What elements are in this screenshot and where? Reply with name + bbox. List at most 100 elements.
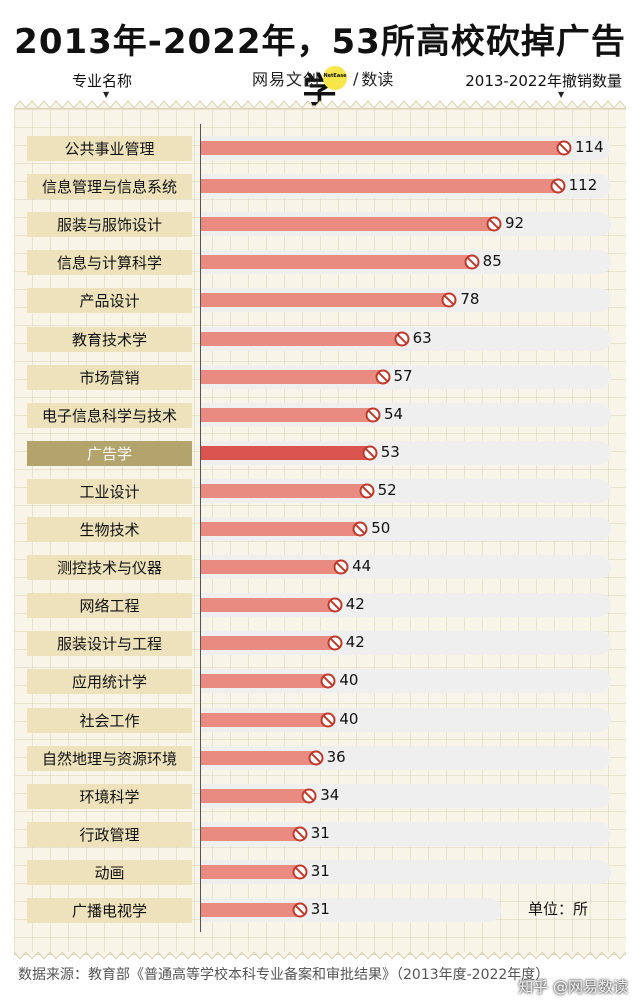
value-label: 92 <box>504 214 525 233</box>
bar-row: 公共事业管理 114 <box>0 127 640 165</box>
bar <box>201 369 383 384</box>
value-label: 57 <box>393 366 413 385</box>
no-entry-icon <box>327 635 343 651</box>
bar <box>201 636 335 651</box>
bar <box>201 255 472 270</box>
value-label: 53 <box>380 442 400 461</box>
value-label: 34 <box>320 785 340 804</box>
no-entry-icon <box>486 216 502 232</box>
left-header-arrow-icon: ▼ <box>103 90 110 99</box>
bar-row: 社会工作 40 <box>0 699 640 737</box>
no-entry-icon <box>292 826 308 842</box>
bar-row: 服装与服饰设计 92 <box>0 203 640 241</box>
bar-row: 环境科学 34 <box>0 775 640 813</box>
category-label: 自然地理与资源环境 <box>27 745 192 771</box>
category-label: 动画 <box>27 859 192 885</box>
bar-row: 信息管理与信息系统 112 <box>0 165 640 203</box>
bar <box>201 483 367 498</box>
no-entry-icon <box>550 178 566 194</box>
category-label: 产品设计 <box>27 288 192 314</box>
bar-row: 电子信息科学与技术 54 <box>0 394 640 432</box>
no-entry-icon <box>333 559 349 575</box>
no-entry-icon <box>362 445 378 461</box>
category-label: 行政管理 <box>27 821 192 847</box>
value-label: 85 <box>482 252 502 271</box>
no-entry-icon <box>394 331 410 346</box>
bar <box>201 674 329 689</box>
panel-bottom-edge <box>14 952 626 960</box>
bar <box>201 750 316 765</box>
category-label: 信息管理与信息系统 <box>27 174 192 200</box>
bar <box>201 788 310 803</box>
category-column-header: 专业名称 <box>72 72 133 90</box>
category-label: 教育技术学 <box>27 326 192 352</box>
bar-row: 行政管理 31 <box>0 813 640 851</box>
bar <box>201 179 558 194</box>
no-entry-icon <box>292 902 308 918</box>
bar-row: 教育技术学 63 <box>0 318 640 356</box>
value-label: 42 <box>345 595 365 614</box>
value-label: 31 <box>310 823 330 842</box>
value-label: 31 <box>310 900 330 918</box>
bar-row: 工业设计 52 <box>0 470 640 508</box>
no-entry-icon <box>441 292 457 308</box>
value-label: 78 <box>460 290 480 309</box>
no-entry-icon <box>320 673 336 689</box>
bar-row: 市场营销 57 <box>0 356 640 394</box>
unit-label: 单位：所 <box>528 900 589 918</box>
bar <box>201 445 370 460</box>
no-entry-icon <box>301 788 317 804</box>
category-label: 应用统计学 <box>27 669 192 695</box>
right-header-arrow-icon: ▼ <box>558 90 565 99</box>
value-label: 40 <box>339 671 359 690</box>
bar <box>201 560 342 575</box>
panel-top-edge <box>14 100 626 108</box>
bar <box>201 141 564 155</box>
brand-sub-name: 数读 <box>361 70 394 89</box>
value-label: 54 <box>383 404 404 423</box>
value-label: 112 <box>568 176 598 195</box>
brand-badge-icon: NetEase <box>323 66 348 90</box>
no-entry-icon <box>375 369 390 385</box>
bar-row: 应用统计学 40 <box>0 660 640 698</box>
bar-row: 广播电视学 31 <box>0 889 640 927</box>
brand-badge-text: NetEase <box>323 73 347 79</box>
value-label: 31 <box>310 861 330 880</box>
no-entry-icon <box>464 254 480 270</box>
category-label: 服装设计与工程 <box>27 631 192 657</box>
bar-row: 网络工程 42 <box>0 584 640 622</box>
category-label: 生物技术 <box>27 517 192 542</box>
bar <box>201 598 335 613</box>
no-entry-icon <box>320 712 336 727</box>
value-column-header: 2013-2022年撤销数量 <box>465 72 622 90</box>
source-note: 数据来源：教育部《普通高等学校本科专业备案和审批结果》（2013年度-2022年… <box>18 967 550 983</box>
no-entry-icon <box>308 750 324 766</box>
bar-row: 广告学 53 <box>0 432 640 470</box>
bar-row: 产品设计 78 <box>0 279 640 317</box>
category-label: 电子信息科学与技术 <box>27 402 192 428</box>
brand-separator: / <box>353 68 359 88</box>
bar-row: 服装设计与工程 42 <box>0 622 640 660</box>
category-label: 环境科学 <box>27 783 192 809</box>
bar <box>201 903 300 917</box>
bar <box>201 522 361 536</box>
watermark: 知乎 @网易数读 <box>518 978 628 996</box>
no-entry-icon <box>352 521 368 537</box>
category-label: 测控技术与仪器 <box>27 555 192 581</box>
bar <box>201 864 300 879</box>
bar-row: 信息与计算科学 85 <box>0 241 640 279</box>
category-label: 服装与服饰设计 <box>27 212 192 238</box>
bar <box>201 217 494 232</box>
bar <box>201 293 450 308</box>
category-label: 广播电视学 <box>27 898 192 923</box>
chart-title: 2013年-2022年，53所高校砍掉广告学 <box>14 22 626 111</box>
value-label: 63 <box>412 328 432 347</box>
no-entry-icon <box>365 407 381 423</box>
category-label: 网络工程 <box>27 593 192 619</box>
category-label: 社会工作 <box>27 707 192 733</box>
no-entry-icon <box>359 483 375 499</box>
no-entry-icon <box>327 597 343 613</box>
bar-row: 自然地理与资源环境 36 <box>0 737 640 775</box>
value-label: 42 <box>345 633 365 652</box>
bar-row: 动画 31 <box>0 851 640 889</box>
